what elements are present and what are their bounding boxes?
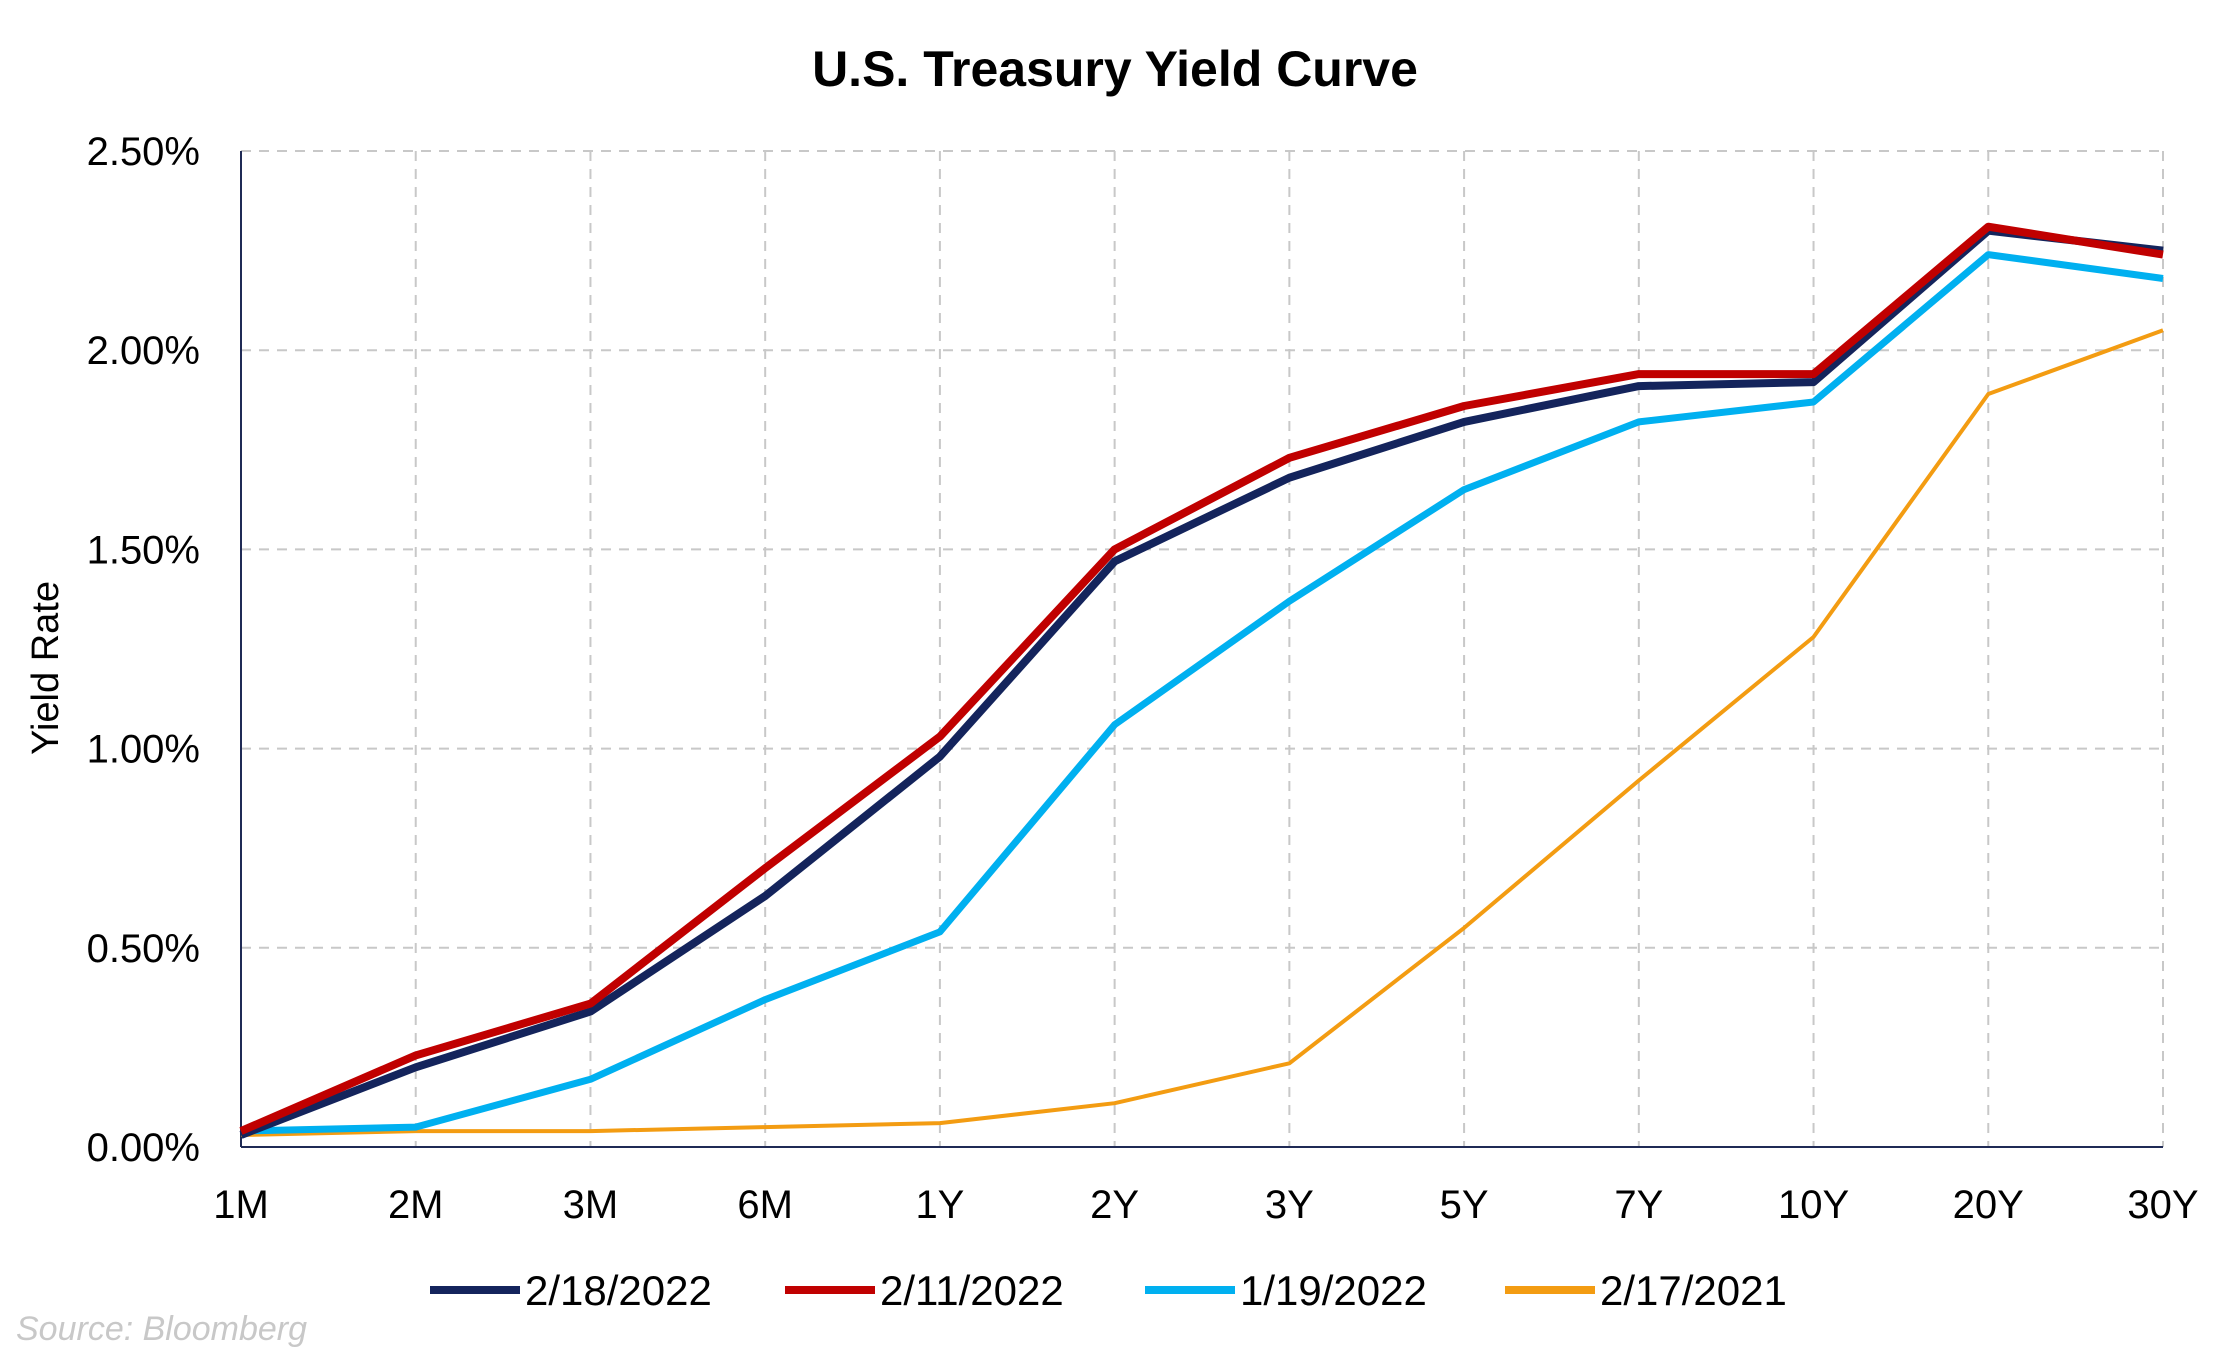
y-tick-labels: 0.00% 0.50% 1.00% 1.50% 2.00% 2.50% <box>87 130 200 1170</box>
x-tick-label: 10Y <box>1778 1183 1849 1227</box>
legend-label: 2/11/2022 <box>880 1267 1064 1314</box>
series-lines <box>239 222 2164 1139</box>
y-axis-title: Yield Rate <box>25 581 67 755</box>
y-tick-label: 1.00% <box>87 728 200 772</box>
series-line-2-18-2022 <box>239 226 2164 1139</box>
legend-label: 1/19/2022 <box>1240 1267 1427 1314</box>
grid-lines <box>241 150 2164 1147</box>
x-tick-label: 3Y <box>1265 1183 1314 1227</box>
x-tick-label: 5Y <box>1440 1183 1489 1227</box>
x-tick-label: 2Y <box>1090 1183 1139 1227</box>
axes <box>240 151 2163 1148</box>
x-tick-labels: 1M 2M 3M 6M 1Y 2Y 3Y 5Y 7Y 10Y 20Y 30Y <box>213 1183 2198 1227</box>
x-tick-label: 20Y <box>1953 1183 2024 1227</box>
x-tick-label: 3M <box>563 1183 619 1227</box>
y-tick-label: 1.50% <box>87 528 200 572</box>
series-line-1-19-2022 <box>240 251 2164 1135</box>
y-tick-label: 2.00% <box>87 329 200 373</box>
x-tick-label: 1M <box>213 1183 269 1227</box>
y-tick-label: 2.50% <box>87 130 200 174</box>
x-tick-label: 7Y <box>1614 1183 1663 1227</box>
x-tick-label: 6M <box>737 1183 793 1227</box>
series-line-2-17-2021 <box>240 328 2164 1137</box>
series-line-2-11-2022 <box>239 222 2164 1135</box>
x-tick-label: 30Y <box>2127 1183 2198 1227</box>
y-tick-label: 0.00% <box>87 1126 200 1170</box>
x-tick-label: 2M <box>388 1183 444 1227</box>
source-note: Source: Bloomberg <box>16 1310 307 1348</box>
legend-label: 2/17/2021 <box>1600 1267 1787 1314</box>
x-tick-label: 1Y <box>915 1183 964 1227</box>
legend-label: 2/18/2022 <box>525 1267 712 1314</box>
legend: 2/18/2022 2/11/2022 1/19/2022 2/17/2021 <box>430 1267 1787 1314</box>
y-tick-label: 0.50% <box>87 927 200 971</box>
chart-title: U.S. Treasury Yield Curve <box>812 41 1418 97</box>
